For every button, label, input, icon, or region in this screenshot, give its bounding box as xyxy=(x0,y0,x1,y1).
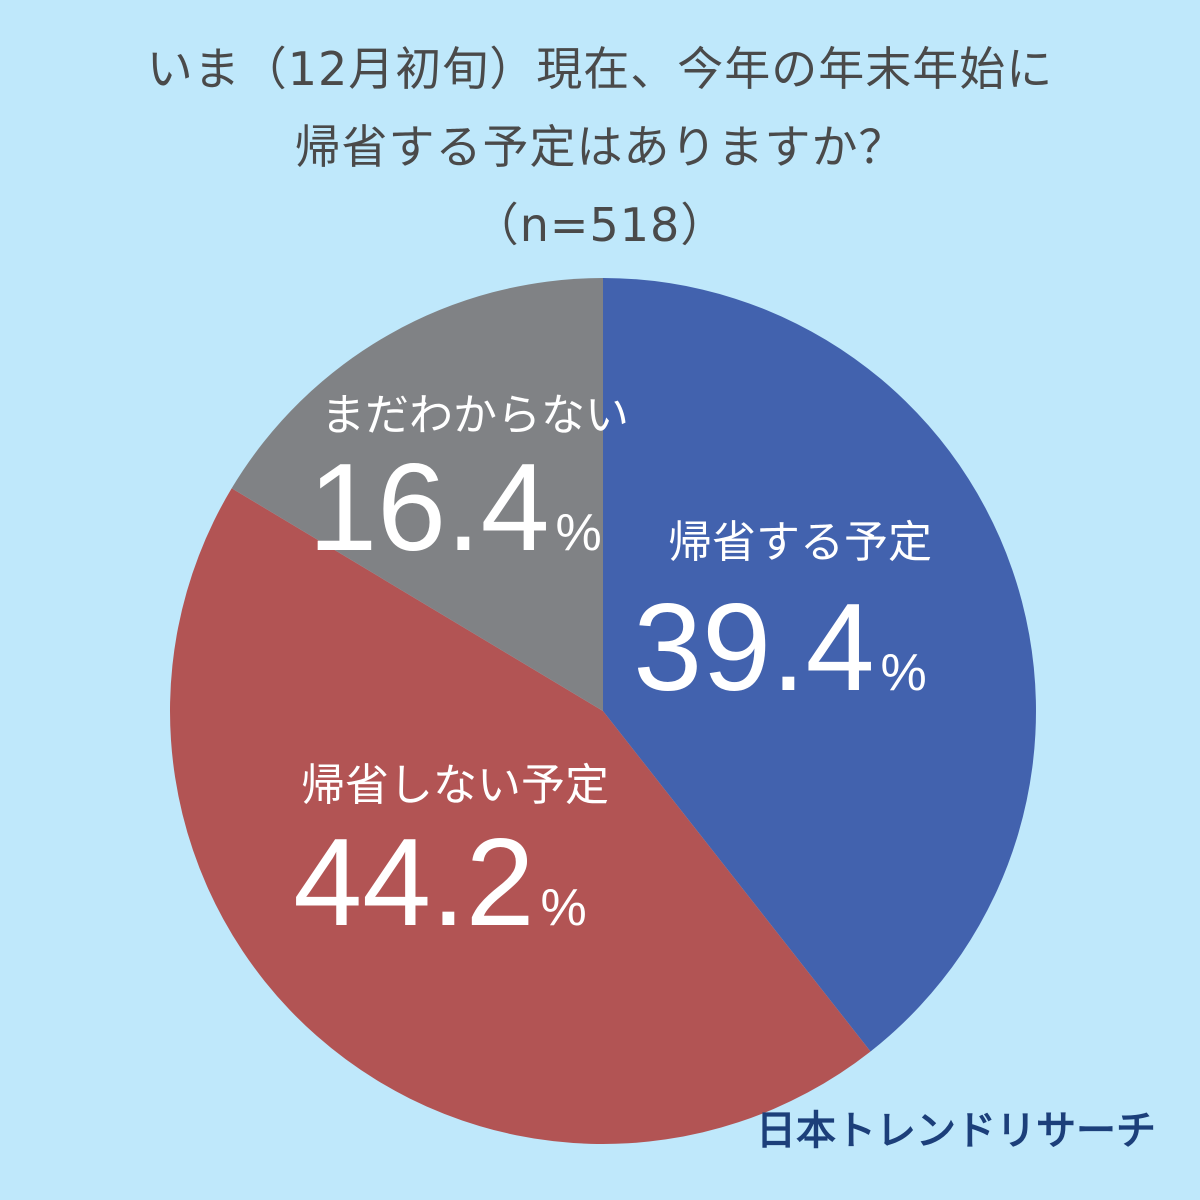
brand-logo: 日本トレンドリサーチ xyxy=(756,1108,1156,1154)
sample-size: （n=518） xyxy=(472,198,728,252)
slice-label-name: 帰省する予定 xyxy=(668,517,932,568)
slice-label-value: 16.4% xyxy=(308,439,602,577)
slice-label-name: 帰省しない予定 xyxy=(301,760,609,811)
title-line-1: いま（12月初旬）現在、今年の年末年始に xyxy=(146,42,1054,96)
slice-label-value: 39.4% xyxy=(633,579,927,717)
slice-kisei-suru xyxy=(603,278,1036,1052)
slice-mada-wakaranai xyxy=(231,278,603,711)
slice-label-name: まだわからない xyxy=(321,390,629,441)
slice-kisei-shinai xyxy=(170,488,871,1144)
chart-title: いま（12月初旬）現在、今年の年末年始に 帰省する予定はありますか？ （n=51… xyxy=(0,30,1200,264)
pie-slices xyxy=(170,278,1036,1144)
title-line-2: 帰省する予定はありますか？ xyxy=(294,120,906,174)
slice-label-value: 44.2% xyxy=(293,814,587,952)
